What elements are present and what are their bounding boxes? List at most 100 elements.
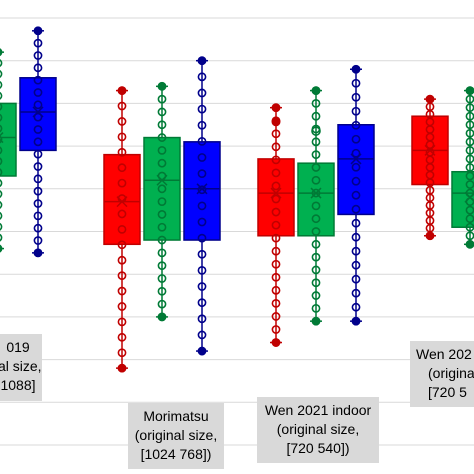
data-point — [271, 259, 281, 269]
data-point — [197, 201, 207, 211]
data-point — [0, 124, 3, 133]
data-point — [311, 150, 321, 160]
min-point — [271, 338, 281, 347]
data-point — [33, 174, 43, 184]
data-point — [0, 233, 3, 242]
data-point — [271, 325, 281, 334]
group-label-3-line-2: (original size, — [276, 421, 360, 437]
data-point — [117, 117, 127, 126]
data-point — [271, 155, 281, 165]
data-point — [271, 207, 281, 217]
data-point — [311, 163, 321, 172]
data-point — [117, 101, 127, 111]
data-point — [33, 162, 43, 171]
data-point — [0, 157, 3, 166]
data-point — [351, 232, 361, 242]
data-point — [117, 286, 127, 296]
data-point — [311, 252, 321, 262]
data-point — [311, 175, 321, 185]
data-point — [311, 239, 321, 249]
data-point — [271, 194, 281, 204]
group-label-4-line-1: Wen 202 — [416, 346, 472, 362]
data-point — [157, 184, 167, 194]
data-point — [311, 227, 321, 236]
data-point — [33, 186, 43, 196]
data-point — [271, 285, 281, 295]
data-point — [311, 265, 321, 275]
data-point — [157, 299, 167, 309]
data-point — [311, 99, 321, 108]
data-point — [311, 137, 321, 147]
data-point — [0, 113, 3, 122]
data-point — [0, 222, 3, 231]
data-point — [351, 148, 361, 158]
data-point — [157, 197, 167, 207]
mean-marker — [310, 187, 322, 199]
data-point — [117, 178, 127, 188]
group-label-2-line-2: (original size, — [134, 427, 218, 443]
data-point — [197, 330, 207, 340]
min-point — [197, 346, 207, 356]
data-point — [157, 171, 167, 181]
data-point — [351, 134, 361, 144]
group-label-2-line-3: [1024 768]) — [140, 446, 212, 462]
data-point — [0, 146, 3, 155]
min-point — [351, 316, 361, 326]
data-point — [157, 145, 167, 155]
mean-marker — [0, 132, 4, 137]
data-point — [311, 278, 321, 288]
min-point — [157, 312, 167, 322]
data-point — [197, 120, 207, 130]
data-point — [157, 133, 167, 142]
data-point — [271, 220, 281, 230]
data-point — [351, 288, 361, 298]
data-point — [197, 136, 207, 146]
data-point — [351, 260, 361, 270]
outlier-point — [311, 126, 321, 136]
data-point — [351, 274, 361, 284]
data-point — [311, 111, 321, 121]
data-point — [0, 168, 3, 177]
data-point — [197, 298, 207, 308]
data-point — [271, 246, 281, 256]
data-point — [33, 223, 43, 233]
data-point — [33, 236, 43, 245]
data-point — [351, 218, 361, 228]
data-point — [33, 51, 43, 60]
data-point — [157, 274, 167, 283]
data-point — [33, 88, 43, 97]
data-point — [271, 181, 281, 191]
data-point — [197, 72, 207, 82]
data-point — [351, 246, 361, 256]
group-label-2-line-1: Morimatsu — [143, 408, 209, 424]
data-point — [197, 217, 207, 227]
data-point — [0, 102, 3, 111]
group-label-1: 019 al size, 1088] — [0, 334, 42, 401]
data-point — [157, 94, 167, 104]
data-point — [117, 194, 127, 203]
min-point — [0, 244, 3, 253]
data-point — [117, 255, 127, 265]
min-point — [311, 316, 321, 326]
data-point — [117, 132, 127, 142]
data-point — [117, 163, 127, 173]
data-point — [351, 302, 361, 312]
data-point — [351, 204, 361, 214]
data-point — [197, 185, 207, 195]
max-point — [33, 26, 43, 36]
data-point — [117, 317, 127, 327]
data-point — [33, 63, 43, 73]
max-point — [271, 103, 281, 112]
box — [143, 136, 181, 241]
data-point — [271, 233, 281, 243]
data-point — [351, 78, 361, 88]
data-point — [0, 190, 3, 198]
data-point — [33, 149, 43, 159]
outlier-point — [271, 117, 281, 127]
data-point — [117, 147, 127, 157]
data-point — [33, 137, 43, 147]
max-point — [351, 64, 361, 74]
data-point — [197, 88, 207, 98]
max-point — [117, 86, 127, 95]
data-point — [351, 176, 361, 186]
